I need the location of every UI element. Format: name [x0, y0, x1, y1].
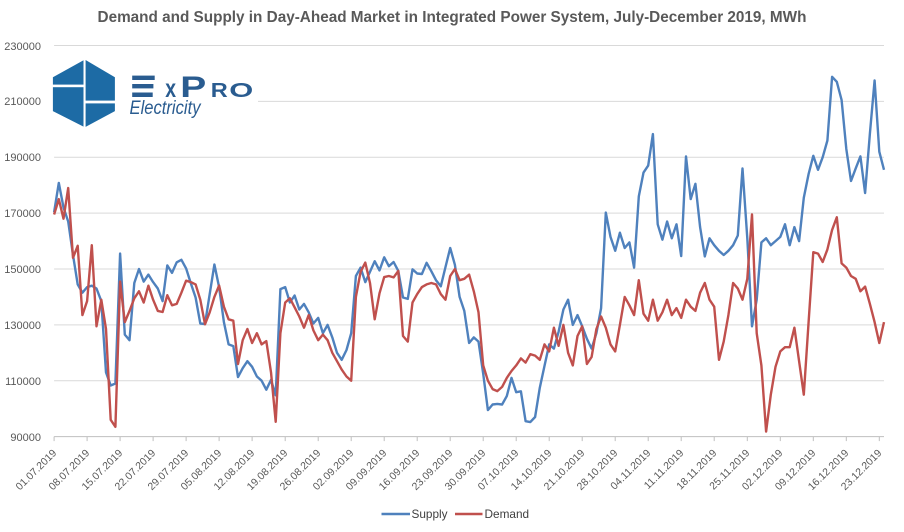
svg-text:230000: 230000: [4, 41, 41, 53]
svg-text:130000: 130000: [4, 320, 41, 332]
svg-text:R: R: [211, 80, 229, 102]
svg-text:x: x: [165, 73, 176, 103]
svg-text:Demand and Supply in Day-Ahead: Demand and Supply in Day-Ahead Market in…: [98, 9, 807, 26]
svg-text:Electricity: Electricity: [130, 98, 202, 119]
svg-text:Supply: Supply: [412, 507, 448, 521]
svg-text:190000: 190000: [4, 152, 41, 164]
svg-text:110000: 110000: [5, 376, 41, 388]
svg-text:P: P: [180, 71, 206, 104]
svg-text:O: O: [229, 80, 253, 102]
svg-text:Demand: Demand: [485, 507, 530, 521]
svg-text:150000: 150000: [4, 264, 41, 276]
svg-text:210000: 210000: [4, 96, 41, 108]
svg-text:170000: 170000: [4, 208, 41, 220]
svg-text:90000: 90000: [10, 432, 41, 444]
